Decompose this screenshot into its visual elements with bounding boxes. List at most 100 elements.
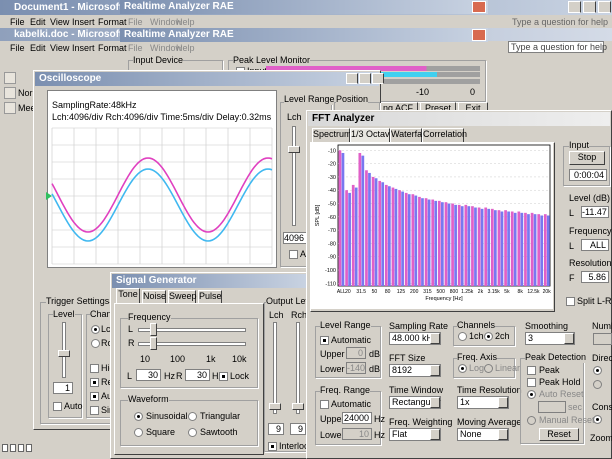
- checkbox[interactable]: [268, 442, 277, 451]
- input[interactable]: 4096: [283, 232, 307, 244]
- checkbox[interactable]: [527, 366, 536, 375]
- menu-item[interactable]: Edit: [30, 17, 46, 27]
- slider-thumb[interactable]: [288, 146, 300, 153]
- input[interactable]: 9: [290, 423, 306, 435]
- select[interactable]: 3: [525, 332, 575, 345]
- tab[interactable]: Correlation: [422, 128, 467, 142]
- slider-thumb[interactable]: [58, 350, 70, 357]
- checkbox[interactable]: [320, 400, 329, 409]
- checkbox[interactable]: [527, 378, 536, 387]
- menu-item[interactable]: Insert: [72, 17, 95, 27]
- input[interactable]: 0: [346, 347, 366, 359]
- radio[interactable]: [593, 380, 602, 389]
- button[interactable]: Reset: [539, 428, 579, 441]
- input[interactable]: 24000: [342, 412, 372, 424]
- input[interactable]: -11.47: [581, 206, 609, 218]
- checkbox[interactable]: [90, 406, 99, 415]
- tab[interactable]: Pulse: [198, 290, 222, 303]
- menu-item[interactable]: Help: [176, 17, 195, 27]
- window-button[interactable]: [346, 73, 358, 84]
- checkbox[interactable]: [566, 297, 575, 306]
- tab[interactable]: 1/3 Octave: [350, 128, 395, 142]
- button[interactable]: Stop: [569, 151, 605, 165]
- view-icon[interactable]: [18, 444, 24, 452]
- input[interactable]: 5.86: [581, 271, 609, 283]
- checkbox[interactable]: [90, 378, 99, 387]
- menu-item[interactable]: View: [50, 43, 70, 53]
- bar: [471, 206, 474, 286]
- menu-item[interactable]: Window: [150, 43, 183, 53]
- slider-thumb[interactable]: [292, 403, 304, 410]
- menu-item[interactable]: View: [50, 17, 70, 27]
- view-icon[interactable]: [26, 444, 32, 452]
- select[interactable]: Rectangular: [389, 396, 441, 409]
- label: L: [128, 324, 134, 334]
- window-button[interactable]: [583, 1, 596, 13]
- menu-item[interactable]: Window: [150, 17, 183, 27]
- menu-item[interactable]: File: [128, 17, 143, 27]
- radio[interactable]: [484, 364, 493, 373]
- bar: [351, 184, 355, 286]
- radio[interactable]: [188, 412, 197, 421]
- select[interactable]: Flat: [389, 428, 441, 441]
- menu-item[interactable]: File: [10, 43, 25, 53]
- radio[interactable]: [527, 416, 536, 425]
- radio[interactable]: [188, 428, 197, 437]
- checkbox[interactable]: [289, 250, 298, 259]
- checkbox[interactable]: [90, 364, 99, 373]
- menu-item[interactable]: File: [128, 43, 143, 53]
- radio[interactable]: [134, 412, 143, 421]
- input[interactable]: [538, 401, 566, 413]
- radio[interactable]: [593, 366, 602, 375]
- tab[interactable]: Tone: [116, 288, 140, 303]
- checkbox[interactable]: [53, 402, 62, 411]
- slider-thumb[interactable]: [269, 403, 281, 410]
- window-button[interactable]: [568, 1, 581, 13]
- tab[interactable]: Noise: [142, 290, 167, 303]
- select[interactable]: 1x: [457, 396, 509, 409]
- radio[interactable]: [91, 339, 100, 348]
- help-box[interactable]: Type a question for help: [512, 17, 609, 27]
- window-button[interactable]: [359, 73, 371, 84]
- close-button[interactable]: [472, 1, 486, 13]
- input[interactable]: -140: [346, 362, 366, 374]
- view-icon[interactable]: [2, 444, 8, 452]
- menu-item[interactable]: Format: [98, 43, 127, 53]
- menu-item[interactable]: File: [10, 17, 25, 27]
- checkbox[interactable]: [90, 392, 99, 401]
- checkbox[interactable]: [219, 372, 228, 381]
- radio[interactable]: [484, 332, 493, 341]
- radio[interactable]: [593, 415, 602, 424]
- select[interactable]: None: [457, 428, 509, 441]
- select[interactable]: 8192: [389, 364, 441, 377]
- select[interactable]: 48.000 kHz: [389, 332, 441, 345]
- menu-item[interactable]: Help: [176, 43, 195, 53]
- tab[interactable]: Sweep: [168, 290, 197, 303]
- input[interactable]: [593, 333, 612, 345]
- input[interactable]: ALL: [581, 239, 609, 251]
- input[interactable]: 30: [185, 369, 210, 381]
- radio[interactable]: [134, 428, 143, 437]
- window-button[interactable]: [598, 1, 611, 13]
- slider-thumb[interactable]: [150, 323, 157, 336]
- tab[interactable]: Spectrum: [312, 128, 352, 142]
- radio[interactable]: [458, 364, 467, 373]
- bar: [381, 182, 385, 286]
- checkbox[interactable]: [320, 336, 329, 345]
- input[interactable]: 9: [268, 423, 284, 435]
- menu-item[interactable]: Edit: [30, 43, 46, 53]
- tab[interactable]: Waterfall: [390, 128, 426, 142]
- input[interactable]: 30: [136, 369, 161, 381]
- help-box[interactable]: Type a question for help: [508, 41, 607, 53]
- view-icon[interactable]: [10, 444, 16, 452]
- menu-item[interactable]: Insert: [72, 43, 95, 53]
- radio[interactable]: [527, 390, 536, 399]
- input[interactable]: 1: [53, 382, 73, 394]
- close-button[interactable]: [472, 29, 486, 41]
- input[interactable]: 10: [342, 428, 372, 440]
- slider-thumb[interactable]: [150, 337, 157, 350]
- radio[interactable]: [458, 332, 467, 341]
- radio[interactable]: [91, 325, 100, 334]
- window-button[interactable]: [372, 73, 384, 84]
- menu-item[interactable]: Format: [98, 17, 127, 27]
